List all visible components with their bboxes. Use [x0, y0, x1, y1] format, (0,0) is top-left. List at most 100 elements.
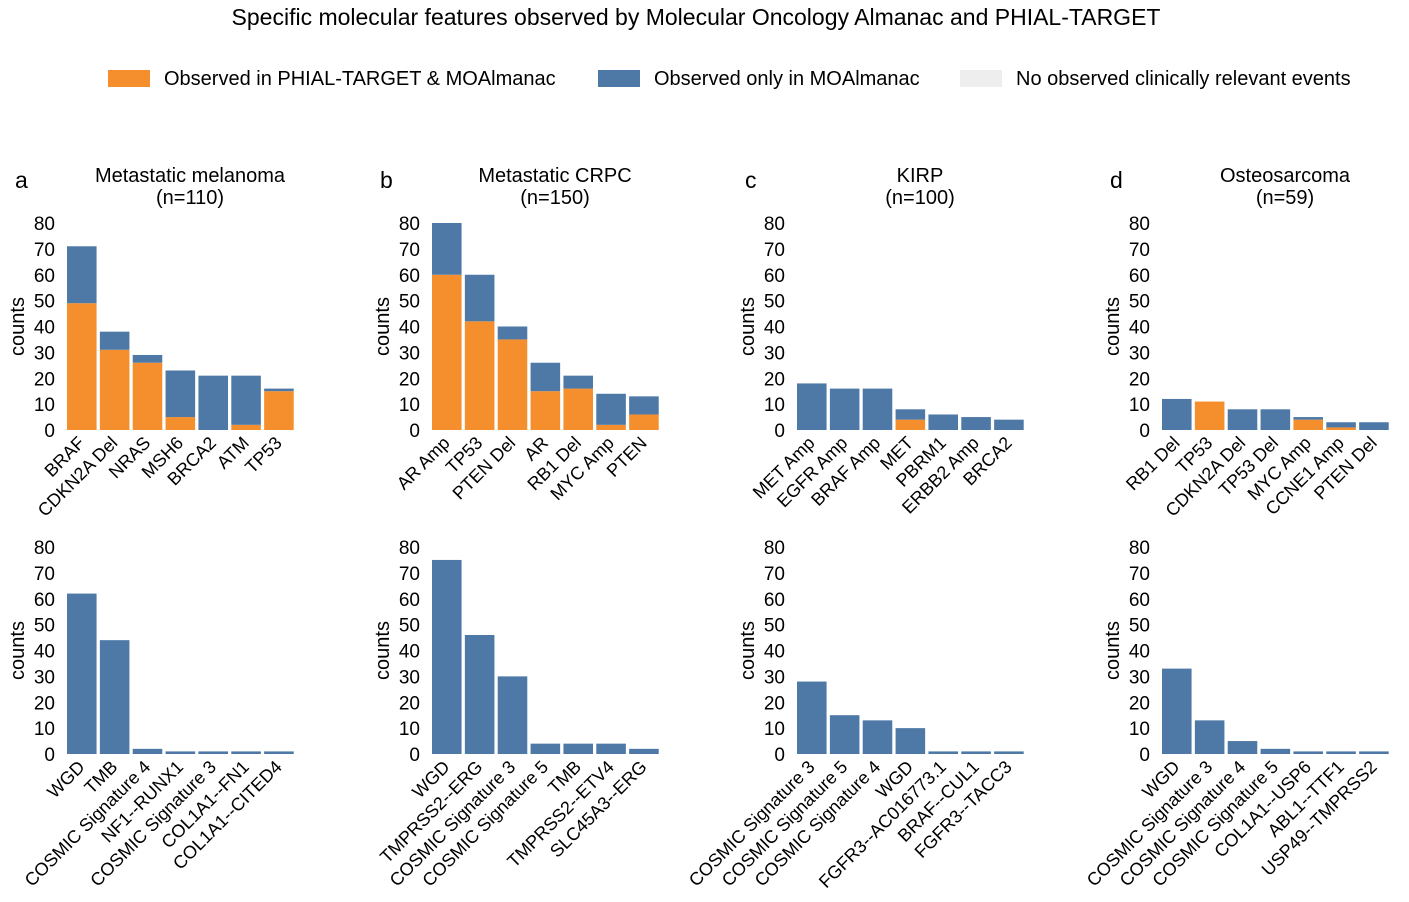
bar-both-myc-amp: [1293, 419, 1323, 430]
y-axis-label: counts: [737, 621, 759, 680]
y-tick-label: 20: [1129, 369, 1150, 390]
y-tick-label: 20: [764, 369, 785, 390]
panel-b-bottom: counts01020304050607080WGDTMPRSS2--ERGCO…: [372, 538, 659, 890]
y-tick-label: 50: [399, 616, 420, 637]
bar-moa-only-atm: [231, 375, 261, 425]
y-axis-label: counts: [1102, 621, 1124, 680]
y-tick-label: 20: [1129, 693, 1150, 714]
y-tick-label: 10: [34, 395, 55, 416]
bar-moa-only-cosmic-signature-5: [530, 743, 561, 754]
y-tick-label: 0: [774, 421, 785, 442]
panel-d: d Osteosarcoma(n=59) counts 0 10 20 30 40 50 60 70…: [1102, 165, 1389, 520]
bar-both-ar-amp: [432, 274, 462, 430]
bar-moa-only-pbrm1: [928, 414, 958, 430]
figure-title: Specific molecular features observed by …: [232, 4, 1161, 30]
y-tick-label: 10: [1129, 719, 1150, 740]
bar-moa-only-ar: [530, 362, 561, 392]
y-tick-label: 70: [399, 564, 420, 585]
y-tick-label: 60: [399, 266, 420, 287]
y-tick-label: 80: [34, 538, 55, 559]
y-tick-label: 40: [764, 642, 785, 663]
y-tick-label: 60: [764, 266, 785, 287]
bar-moa-only-cosmic-signature-4: [862, 720, 893, 754]
y-axis-label: counts: [7, 297, 29, 356]
bar-moa-only-cosmic-signature-4: [132, 748, 163, 754]
bar-moa-only-braf-amp: [862, 388, 893, 430]
panel-letter-b: b: [380, 167, 393, 193]
y-tick-label: 50: [764, 292, 785, 313]
bar-moa-only-col1a1-cited4: [264, 751, 294, 754]
panel-b: b Metastatic CRPC(n=150) counts 0 10 20 30 40 50…: [372, 165, 659, 504]
bar-both-msh6: [165, 417, 196, 430]
bar-moa-only-brca2: [994, 419, 1024, 430]
bar-both-braf: [67, 303, 97, 430]
bar-moa-only-egfr-amp: [829, 388, 860, 430]
bar-moa-only-slc45a3-erg: [629, 748, 659, 754]
y-tick-label: 20: [399, 693, 420, 714]
bar-moa-only-erbb2-amp: [961, 417, 991, 430]
y-tick-label: 40: [399, 642, 420, 663]
y-tick-label: 80: [764, 214, 785, 235]
bar-both-cdkn2a-del: [99, 349, 130, 430]
bar-moa-only-pten-del: [1359, 422, 1389, 430]
y-tick-label: 70: [764, 564, 785, 585]
y-tick-label: 0: [1139, 421, 1150, 442]
bar-moa-only-rb1-del: [563, 375, 593, 389]
bar-moa-only-cosmic-signature-3: [797, 681, 827, 754]
bar-moa-only-wgd: [67, 593, 97, 754]
y-tick-label: 60: [1129, 266, 1150, 287]
y-tick-label: 40: [1129, 642, 1150, 663]
y-tick-label: 30: [764, 343, 785, 364]
y-tick-label: 40: [764, 318, 785, 339]
y-tick-label: 80: [1129, 538, 1150, 559]
y-tick-label: 10: [34, 719, 55, 740]
legend-swatch-2: [598, 70, 640, 87]
y-axis-label: counts: [737, 297, 759, 356]
bar-both-tp53: [1194, 401, 1225, 430]
bar-moa-only-nras: [132, 354, 163, 363]
panel-title-b-line-1: Metastatic CRPC: [478, 165, 631, 187]
bar-moa-only-tp53: [264, 388, 294, 392]
y-tick-label: 30: [399, 343, 420, 364]
bar-moa-only-cosmic-signature-3: [497, 676, 528, 755]
y-tick-label: 40: [34, 642, 55, 663]
bar-moa-only-myc-amp: [596, 393, 626, 425]
y-tick-label: 80: [764, 538, 785, 559]
y-tick-label: 0: [409, 421, 420, 442]
chart-panels: a Metastatic melanoma(n=110) counts 0 10 20 30…: [7, 165, 1389, 892]
bar-moa-only-wgd: [895, 728, 926, 755]
bar-moa-only-rb1-del: [1162, 398, 1192, 430]
y-tick-label: 60: [34, 590, 55, 611]
panel-title-a-line-1: Metastatic melanoma: [95, 165, 286, 187]
panel-title-c-line-1: KIRP: [897, 165, 944, 187]
legend-label-1: Observed in PHIAL-TARGET & MOAlmanac: [164, 68, 556, 90]
bar-moa-only-tp53-del: [1260, 409, 1291, 430]
y-tick-label: 70: [399, 240, 420, 261]
bar-moa-only-cosmic-signature-3: [1194, 720, 1225, 754]
legend-swatch-3: [960, 70, 1002, 87]
bar-both-met: [895, 419, 926, 430]
panel-title-d-line-2: (n=59): [1256, 187, 1314, 209]
y-tick-label: 40: [399, 318, 420, 339]
panel-title-b-line-2: (n=150): [520, 187, 590, 209]
y-axis-label: counts: [1102, 297, 1124, 356]
y-tick-label: 40: [34, 318, 55, 339]
bar-moa-only-tmprss2-etv4: [596, 743, 626, 754]
y-tick-label: 80: [1129, 214, 1150, 235]
y-tick-label: 80: [399, 538, 420, 559]
y-tick-label: 70: [34, 564, 55, 585]
panel-a: a Metastatic melanoma(n=110) counts 0 10 20 30…: [7, 165, 294, 520]
bar-moa-only-tmprss2-erg: [464, 634, 495, 754]
y-tick-label: 10: [764, 719, 785, 740]
y-tick-label: 70: [764, 240, 785, 261]
bar-moa-only-cosmic-signature-5: [1260, 748, 1291, 754]
y-axis-label: counts: [372, 297, 394, 356]
bar-both-rb1-del: [563, 388, 593, 430]
y-tick-label: 20: [34, 693, 55, 714]
y-tick-label: 80: [399, 214, 420, 235]
bar-moa-only-ar-amp: [432, 223, 462, 275]
y-tick-label: 0: [774, 745, 785, 766]
bar-moa-only-braf: [67, 246, 97, 304]
x-tick-label: TP53: [241, 433, 286, 478]
